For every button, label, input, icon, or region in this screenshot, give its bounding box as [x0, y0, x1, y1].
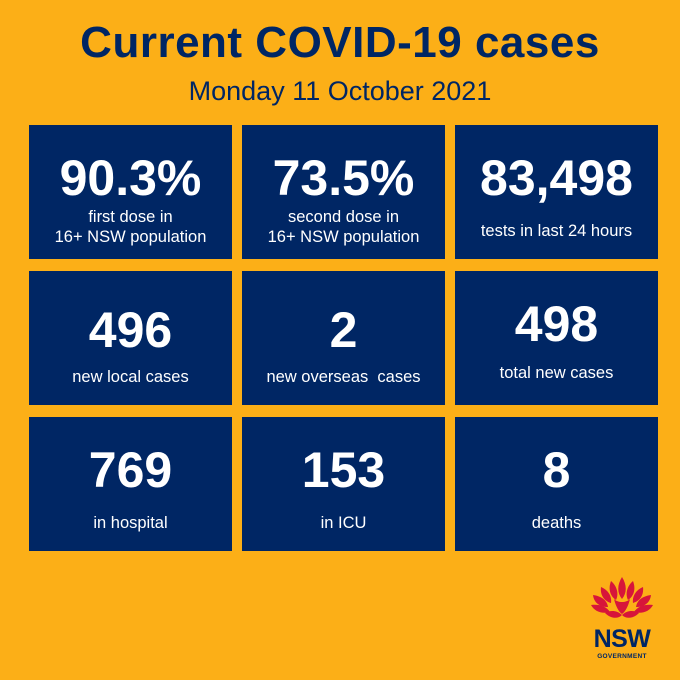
stat-card-local-cases: 496 new local cases [29, 271, 232, 405]
stat-value: 769 [88, 442, 173, 498]
page-title: Current COVID-19 cases [80, 18, 600, 67]
report-date: Monday 11 October 2021 [188, 76, 492, 106]
stat-label-line2: 16+ NSW population [54, 228, 207, 246]
stat-value: 90.3% [59, 150, 202, 206]
stat-value: 153 [301, 442, 386, 498]
stat-label-line1: first dose in [88, 208, 173, 226]
stat-label: tests in last 24 hours [480, 222, 633, 240]
stat-card-second-dose: 73.5% second dose in 16+ NSW population [242, 125, 445, 259]
stat-label-line1: second dose in [288, 208, 399, 226]
stat-label: first dose in 16+ NSW population [29, 207, 232, 247]
stat-card-total-cases: 498 total new cases [455, 271, 658, 405]
stat-card-deaths: 8 deaths [455, 417, 658, 551]
stat-card-overseas-cases: 2 new overseas cases [242, 271, 445, 405]
stat-label: deaths [531, 514, 582, 532]
stat-value: 2 [329, 302, 358, 358]
stat-value: 73.5% [272, 150, 415, 206]
stat-label-line2: 16+ NSW population [267, 228, 420, 246]
stat-label: in hospital [93, 514, 168, 532]
stat-value: 83,498 [480, 150, 633, 206]
logo-wordmark: NSW [593, 625, 651, 653]
stat-label: new overseas cases [266, 368, 421, 386]
stat-label: total new cases [499, 364, 614, 382]
stat-card-icu: 153 in ICU [242, 417, 445, 551]
logo-subtext: GOVERNMENT [597, 653, 647, 660]
stat-value: 498 [514, 296, 599, 352]
stats-grid: 90.3% first dose in 16+ NSW population 7… [29, 125, 659, 551]
stat-label: new local cases [72, 368, 189, 386]
stat-card-tests: 83,498 tests in last 24 hours [455, 125, 658, 259]
waratah-icon [591, 577, 653, 618]
stat-card-first-dose: 90.3% first dose in 16+ NSW population [29, 125, 232, 259]
stat-label: in ICU [320, 514, 367, 532]
nsw-government-logo: NSW GOVERNMENT [583, 575, 661, 665]
stat-value: 8 [542, 442, 571, 498]
stat-label: second dose in 16+ NSW population [242, 207, 445, 247]
stat-card-hospital: 769 in hospital [29, 417, 232, 551]
stat-value: 496 [88, 302, 173, 358]
